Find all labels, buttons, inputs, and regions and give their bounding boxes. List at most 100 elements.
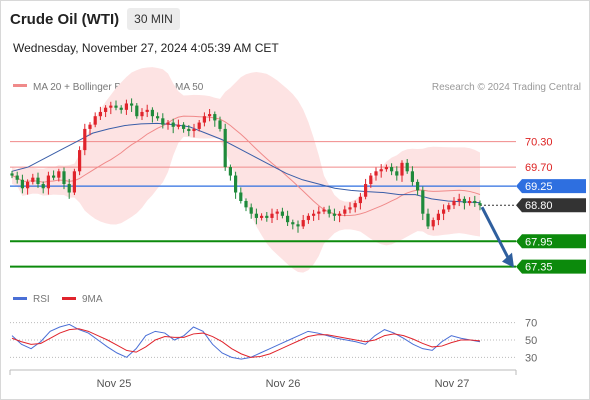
candle-body [343,209,347,214]
candle-body [275,211,279,214]
candle-body [83,128,87,151]
rsi-line [11,323,481,360]
candle-body [213,114,217,121]
candle-body [348,207,352,210]
candle-body [390,167,394,172]
candle-body [161,118,165,125]
candle-body [452,200,456,206]
rsi-legend-label: RSI [33,294,50,305]
candle-body [208,114,212,117]
candle-body [473,200,477,204]
research-credit: Research © 2024 Trading Central [432,82,581,93]
candle-body [93,116,97,125]
candle-body [421,190,425,214]
candle-body [462,198,466,204]
candle-body [447,205,451,210]
candle-body [130,103,134,106]
candle-body [239,192,243,201]
candle-body [442,209,446,214]
pivot-label: 69.25 [525,181,553,193]
candle-body [197,122,201,129]
price-level-layer: 70.30 69.70 69.25 68.80 67.95 67.35 [10,137,586,274]
candle-body [140,111,144,117]
candle-body [176,124,180,127]
candle-body [436,213,440,221]
rsi-tick-label: 70 [525,318,537,330]
candle-body [265,215,269,218]
candle-body [234,175,238,193]
candle-body [15,175,19,180]
candle-body [296,224,300,227]
candlestick-layer [10,98,482,233]
candle-body [280,211,284,216]
rsi-ma-legend-swatch [62,297,76,300]
candle-body [260,215,264,218]
candle-body [353,203,357,208]
candle-body [182,124,186,129]
candle-body [62,171,66,185]
candle-body [400,162,404,176]
candle-body [384,167,388,170]
candle-body [426,213,430,227]
candle-body [358,196,362,204]
resistance-label: 70.30 [525,137,553,149]
chart-header: Crude Oil (WTI) 30 MIN [10,8,180,30]
candle-body [218,120,222,129]
candle-body [364,184,368,197]
candle-body [114,105,118,108]
candle-body [291,222,295,225]
candle-body [306,215,310,221]
projection-layer [480,206,514,268]
candle-body [36,177,40,185]
candle-body [228,167,232,176]
candle-body [374,171,378,176]
timeframe-badge[interactable]: 30 MIN [127,8,180,30]
candle-body [156,116,160,119]
candle-body [88,124,92,129]
candle-body [41,184,45,189]
bollinger-band-area [12,67,480,273]
candle-body [369,175,373,185]
candle-body [166,122,170,125]
rsi-legend-swatch [13,297,27,300]
projection-arrow-head [502,252,514,268]
candle-body [338,213,342,216]
candle-body [10,173,14,176]
candle-body [67,184,71,193]
last-price-tag [516,198,586,213]
projection-arrow-shaft [480,206,510,259]
candle-body [468,200,472,204]
candle-body [249,207,253,214]
candle-body [124,103,128,110]
candle-body [46,175,50,189]
candle-body [187,128,191,132]
ma20-legend-swatch [13,84,27,87]
ma50-legend-label: MA 50 [175,82,204,93]
candle-body [26,181,30,189]
candle-body [78,150,82,172]
rsi-panel: 70 50 30 [10,318,537,364]
candle-body [431,220,435,227]
rsi-ma-legend-label: 9MA [82,294,103,305]
x-tick-label: Nov 26 [266,378,301,390]
resistance-label: 69.70 [525,162,553,174]
candle-body [322,209,326,212]
rsi-ma-line [11,328,481,358]
pivot-tag [516,179,586,194]
candle-body [223,128,227,168]
support-label: 67.95 [525,236,553,248]
candle-body [135,105,139,117]
rsi-tick-label: 50 [525,335,537,347]
x-tick-label: Nov 25 [97,378,132,390]
ma20-line [11,115,481,216]
candle-body [478,203,482,206]
candle-body [244,200,248,208]
support-tag [516,259,586,274]
candle-body [98,111,102,117]
candle-body [150,109,154,117]
candle-body [171,122,175,127]
candle-body [145,109,149,112]
rsi-tick-label: 30 [525,352,537,364]
candle-body [119,107,123,110]
